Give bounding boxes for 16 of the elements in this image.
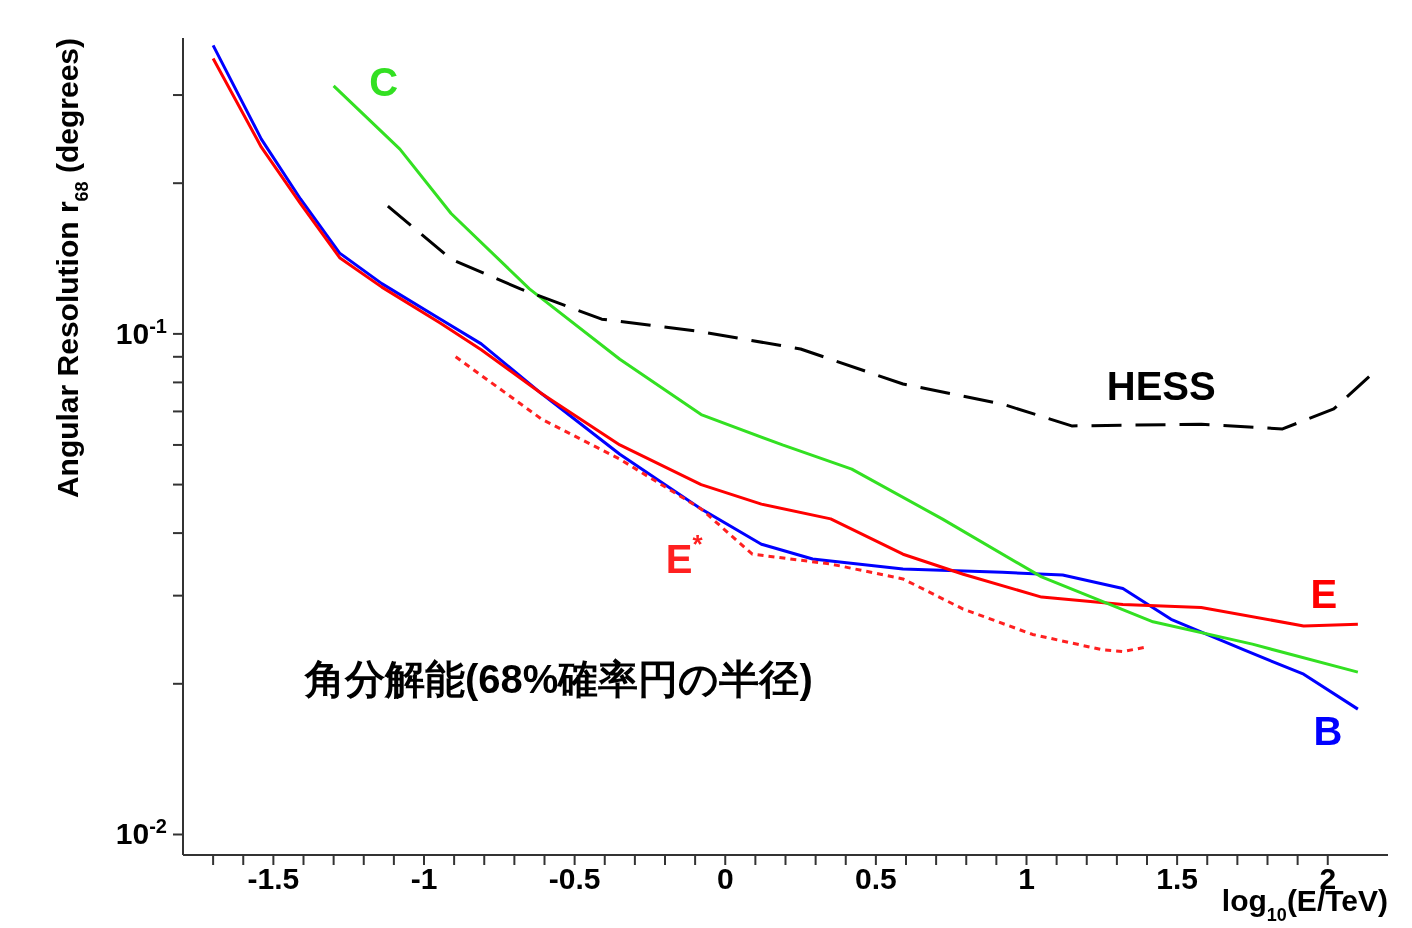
x-tick-label: 0.5: [855, 862, 897, 895]
x-tick-label: -1: [410, 862, 438, 895]
annotation: 角分解能(68%確率円の半径): [305, 656, 813, 703]
series-label: C: [369, 59, 399, 104]
x-tick-label: 1.5: [1156, 862, 1198, 895]
y-tick-label: 10$^{-1}$: [115, 314, 167, 350]
line-series: [386, 204, 1372, 431]
x-tick-label: -1.5: [247, 862, 300, 895]
series-label: HESS: [1106, 364, 1216, 409]
series-label: E$^{*}$: [665, 528, 704, 581]
x-tick-label: 0: [716, 862, 734, 895]
series-label: E: [1310, 572, 1338, 617]
y-tick-label: 10$^{-2}$: [115, 815, 167, 851]
series-label: B: [1313, 709, 1343, 754]
x-tick-label: 1: [1018, 862, 1035, 895]
x-tick-label: -0.5: [548, 862, 601, 895]
